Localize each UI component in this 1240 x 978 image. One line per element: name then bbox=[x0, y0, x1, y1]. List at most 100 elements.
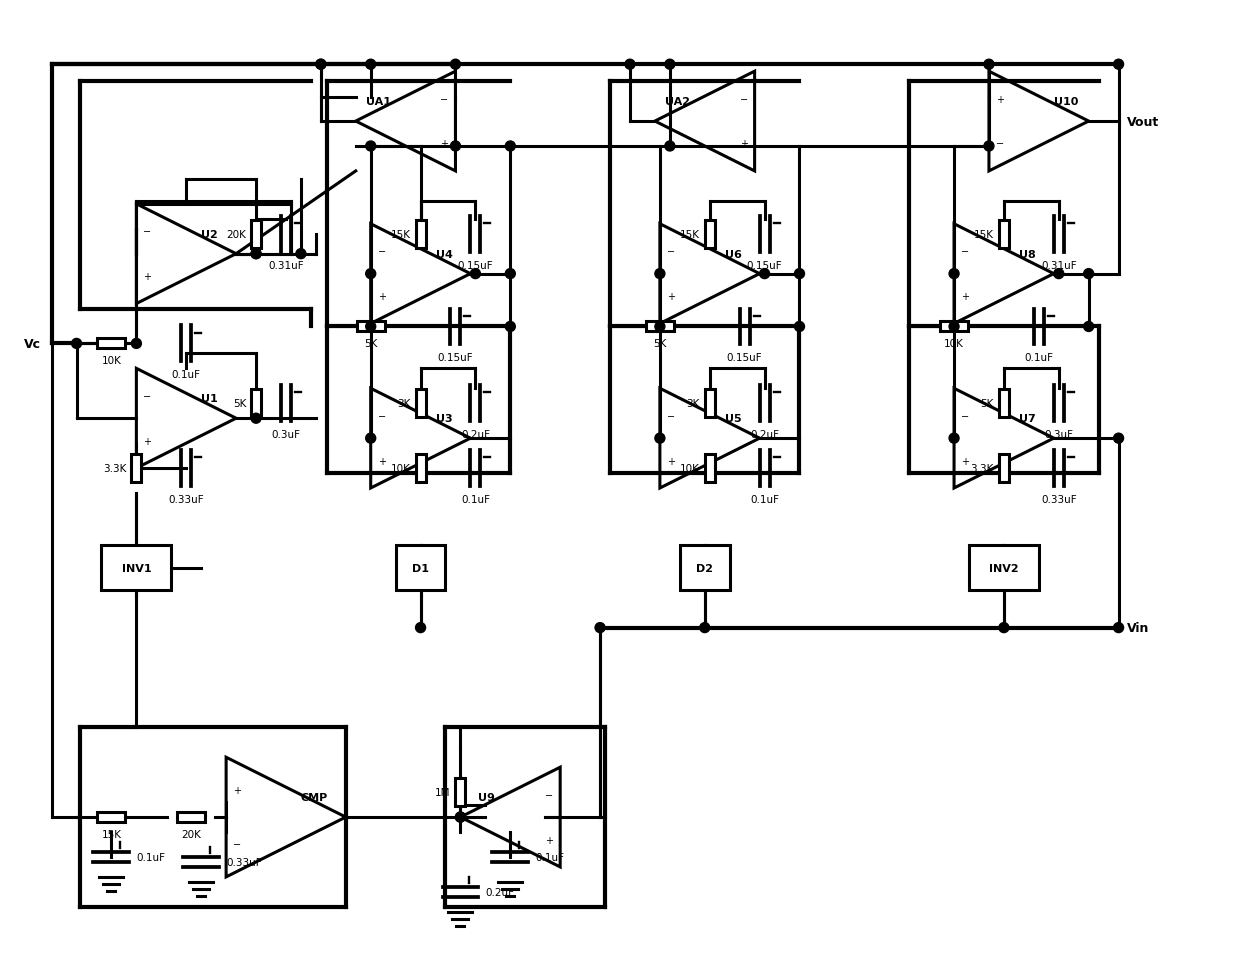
Text: 20K: 20K bbox=[181, 829, 201, 839]
Circle shape bbox=[296, 249, 306, 259]
Circle shape bbox=[366, 269, 376, 280]
FancyBboxPatch shape bbox=[415, 455, 425, 482]
Circle shape bbox=[366, 433, 376, 444]
Circle shape bbox=[1084, 269, 1094, 280]
Text: U8: U8 bbox=[1019, 249, 1035, 259]
Text: 3.3K: 3.3K bbox=[103, 464, 126, 473]
Text: UA2: UA2 bbox=[665, 97, 689, 107]
Text: 5K: 5K bbox=[981, 399, 994, 409]
Text: −: − bbox=[378, 412, 386, 422]
Text: +: + bbox=[667, 456, 675, 467]
Text: 15K: 15K bbox=[680, 230, 699, 240]
Text: −: − bbox=[440, 95, 449, 105]
Text: +: + bbox=[739, 139, 748, 150]
FancyBboxPatch shape bbox=[999, 455, 1009, 482]
Circle shape bbox=[506, 269, 516, 280]
FancyBboxPatch shape bbox=[131, 455, 141, 482]
Text: −: − bbox=[667, 246, 675, 257]
Text: +: + bbox=[996, 95, 1004, 105]
Text: 0.1uF: 0.1uF bbox=[750, 495, 779, 505]
Text: 0.1uF: 0.1uF bbox=[171, 370, 201, 379]
Text: INV2: INV2 bbox=[990, 563, 1019, 573]
Circle shape bbox=[999, 623, 1009, 633]
Text: Vout: Vout bbox=[1127, 115, 1159, 128]
FancyBboxPatch shape bbox=[940, 322, 968, 333]
FancyBboxPatch shape bbox=[646, 322, 673, 333]
Text: −: − bbox=[996, 139, 1004, 150]
Text: 0.2uF: 0.2uF bbox=[750, 429, 779, 440]
Circle shape bbox=[455, 813, 465, 822]
Circle shape bbox=[949, 269, 959, 280]
FancyBboxPatch shape bbox=[250, 390, 262, 418]
Text: U3: U3 bbox=[435, 414, 453, 423]
Text: 0.1uF: 0.1uF bbox=[1024, 353, 1053, 363]
Text: 20K: 20K bbox=[226, 230, 246, 240]
Text: 3K: 3K bbox=[397, 399, 410, 409]
Text: 0.15uF: 0.15uF bbox=[746, 260, 782, 270]
Circle shape bbox=[795, 269, 805, 280]
Text: 0.1uF: 0.1uF bbox=[136, 852, 165, 862]
Circle shape bbox=[506, 322, 516, 333]
Text: 1M: 1M bbox=[435, 787, 450, 797]
Circle shape bbox=[655, 322, 665, 333]
Circle shape bbox=[1054, 269, 1064, 280]
Text: 0.2uF: 0.2uF bbox=[485, 887, 515, 897]
Text: 0.15uF: 0.15uF bbox=[458, 260, 494, 270]
Circle shape bbox=[985, 61, 994, 70]
Text: +: + bbox=[961, 291, 968, 302]
Text: Vin: Vin bbox=[1127, 621, 1149, 635]
Text: D1: D1 bbox=[412, 563, 429, 573]
Circle shape bbox=[415, 623, 425, 633]
Circle shape bbox=[455, 813, 465, 822]
Circle shape bbox=[949, 433, 959, 444]
Circle shape bbox=[1114, 61, 1123, 70]
Text: 0.2uF: 0.2uF bbox=[461, 429, 490, 440]
Text: U6: U6 bbox=[724, 249, 742, 259]
Circle shape bbox=[1114, 433, 1123, 444]
Text: INV1: INV1 bbox=[122, 563, 151, 573]
Text: U5: U5 bbox=[724, 414, 742, 423]
Text: 10K: 10K bbox=[944, 339, 963, 349]
FancyBboxPatch shape bbox=[704, 455, 714, 482]
Circle shape bbox=[72, 339, 82, 349]
Text: UA1: UA1 bbox=[366, 97, 391, 107]
FancyBboxPatch shape bbox=[704, 221, 714, 248]
Text: +: + bbox=[233, 785, 241, 795]
FancyBboxPatch shape bbox=[357, 322, 384, 333]
Circle shape bbox=[250, 414, 262, 423]
Text: D2: D2 bbox=[696, 563, 713, 573]
Text: 0.3uF: 0.3uF bbox=[1044, 429, 1074, 440]
Text: U4: U4 bbox=[435, 249, 453, 259]
Circle shape bbox=[250, 249, 262, 259]
Text: 10K: 10K bbox=[391, 464, 410, 473]
Text: +: + bbox=[378, 456, 386, 467]
Text: 15K: 15K bbox=[391, 230, 410, 240]
FancyBboxPatch shape bbox=[98, 813, 125, 822]
Text: U10: U10 bbox=[1054, 97, 1078, 107]
Circle shape bbox=[450, 142, 460, 152]
Text: 5K: 5K bbox=[233, 399, 246, 409]
Text: 0.31uF: 0.31uF bbox=[268, 260, 304, 270]
Text: −: − bbox=[546, 790, 553, 800]
Circle shape bbox=[470, 269, 480, 280]
Bar bbox=[396, 546, 445, 591]
Text: 10K: 10K bbox=[680, 464, 699, 473]
Text: −: − bbox=[961, 412, 970, 422]
Circle shape bbox=[665, 61, 675, 70]
Text: −: − bbox=[667, 412, 675, 422]
Text: −: − bbox=[378, 246, 386, 257]
Text: +: + bbox=[378, 291, 386, 302]
Text: 15K: 15K bbox=[102, 829, 122, 839]
Text: +: + bbox=[144, 436, 151, 446]
Text: 15K: 15K bbox=[973, 230, 994, 240]
Bar bbox=[102, 546, 171, 591]
Circle shape bbox=[131, 339, 141, 349]
Text: 0.3uF: 0.3uF bbox=[272, 429, 300, 440]
Text: 10K: 10K bbox=[102, 356, 122, 366]
Text: 3.3K: 3.3K bbox=[971, 464, 994, 473]
FancyBboxPatch shape bbox=[250, 221, 262, 248]
Circle shape bbox=[665, 142, 675, 152]
Text: −: − bbox=[233, 839, 242, 849]
Text: U2: U2 bbox=[201, 230, 218, 240]
Text: Vc: Vc bbox=[24, 337, 41, 350]
